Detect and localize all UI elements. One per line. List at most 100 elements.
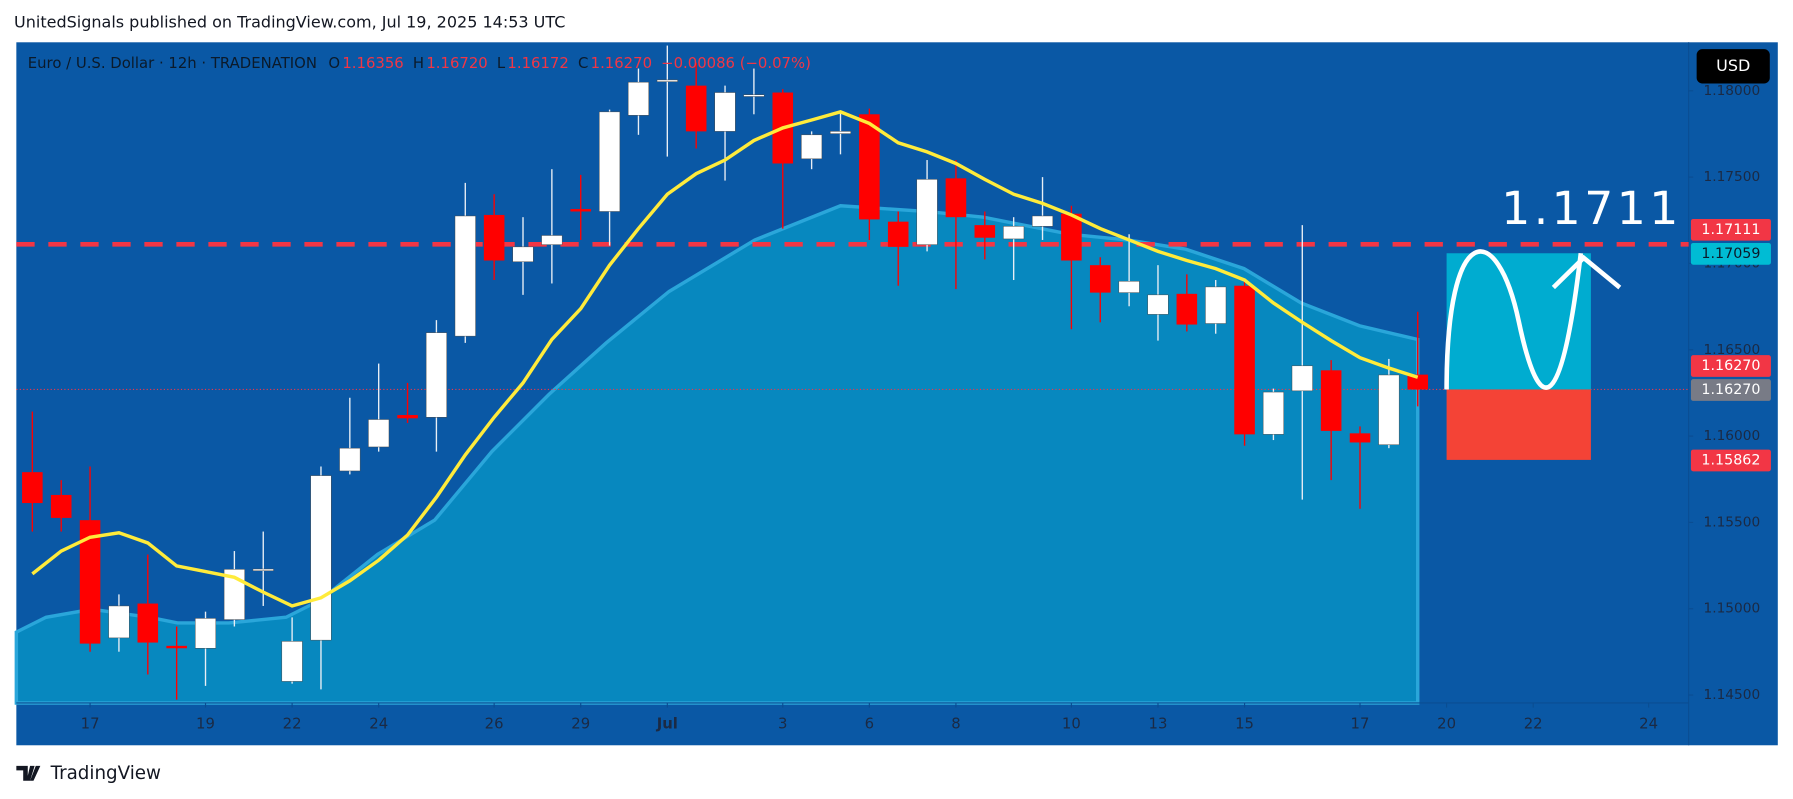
candle-body [743,94,765,97]
price-label: 1.16270 [1701,358,1760,374]
legend-value: 1.16172 [507,54,568,72]
candle-body [166,645,187,649]
x-tick-label: 24 [1639,715,1658,733]
candle-body [223,569,245,620]
candle-body [1032,215,1054,227]
candle-body [859,114,880,220]
x-tick-label: 6 [865,715,874,733]
y-tick-label: 1.14500 [1704,687,1761,703]
candle-body [974,225,996,238]
x-tick-label: 22 [283,715,302,733]
price-label-box [1690,355,1771,377]
x-tick-label: 20 [1437,715,1456,733]
price-label: 1.17111 [1701,222,1760,238]
wave-drawing [1444,249,1584,390]
candle-body [339,447,361,472]
candle-body [1118,280,1140,293]
candle-body [252,568,274,571]
candle-body [1378,374,1400,445]
legend-key: C [578,54,588,72]
price-label-box [1690,449,1771,472]
legend-key: L [497,54,506,72]
header: UnitedSignals published on TradingView.c… [14,12,565,31]
candle-body [108,605,130,639]
candle-body [281,641,303,682]
candle-body [916,179,938,245]
candle-body [541,235,563,245]
candle-body [310,475,332,641]
candle-body [1407,374,1429,390]
candle-body [627,81,649,116]
price-label-box [1690,242,1771,265]
annotation: 1.1711 [1501,182,1682,235]
candle-body [685,85,707,132]
x-tick-label: Jul [656,715,678,733]
x-tick-label: 19 [196,715,215,733]
y-tick-label: 1.15000 [1704,601,1761,617]
x-tick-label: 17 [81,715,100,733]
candle-body [570,209,592,212]
y-tick-label: 1.18000 [1704,83,1761,99]
y-tick-label: 1.16500 [1704,342,1761,358]
candle-body [425,332,447,418]
candle-body [1320,370,1342,431]
x-tick-label: 29 [571,715,590,733]
legend-value: 1.16720 [426,54,487,72]
legend-change: −0.00086 (−0.07%) [661,54,811,72]
y-tick-label: 1.16000 [1704,428,1761,444]
currency-button[interactable] [1696,49,1770,84]
candle-body [195,618,217,649]
y-tick-label: 1.15500 [1704,514,1761,530]
x-tick-label: 17 [1351,715,1370,733]
legend-title: Euro / U.S. Dollar · 12h · TRADENATION [28,54,317,72]
x-tick-label: 3 [778,715,787,733]
price-label-box [1690,379,1771,401]
price-label: 1.16270 [1701,382,1760,398]
price-label: 1.15862 [1701,452,1760,468]
y-tick-label: 1.17500 [1704,169,1761,185]
candle-body [656,79,678,82]
candle-body [829,131,852,134]
candle-body [79,520,101,644]
candle-body [1089,265,1111,293]
candle-body [1147,294,1169,315]
legend-value: 1.16356 [342,54,403,72]
candle-body [22,472,43,504]
candle-body [1205,286,1227,324]
candle-body [483,214,505,261]
candle-body [1262,391,1284,435]
candle-body [50,494,72,518]
legend-key: O [328,54,340,72]
price-label: 1.17059 [1701,246,1760,262]
moving-average [31,110,1419,608]
candle-body [945,178,967,218]
x-tick-label: 8 [951,715,960,733]
candle-body [1061,213,1082,261]
footer-logo [16,765,41,781]
candle-body [714,92,736,132]
candle-body [368,419,390,448]
x-tick-label: 22 [1524,715,1543,733]
legend-value: 1.16270 [591,54,652,72]
candle-body [1176,293,1198,325]
candle-body [1291,365,1313,392]
arrow-head [1551,254,1622,290]
candle-body [397,415,418,419]
footer: TradingView [50,763,161,784]
candle-body [512,246,534,262]
candle-body [887,221,909,247]
candle-body [1349,433,1371,443]
x-tick-label: 13 [1149,715,1168,733]
candle-body [1234,285,1255,435]
price-label-box [1690,218,1771,241]
x-tick-label: 26 [485,715,504,733]
x-tick-label: 24 [369,715,388,733]
currency[interactable]: USD [1716,56,1750,75]
legend-key: H [413,54,424,72]
candle-body [1003,226,1025,240]
candle-body [454,215,476,337]
candle-body [801,134,823,160]
x-tick-label: 15 [1235,715,1254,733]
x-tick-label: 10 [1062,715,1081,733]
